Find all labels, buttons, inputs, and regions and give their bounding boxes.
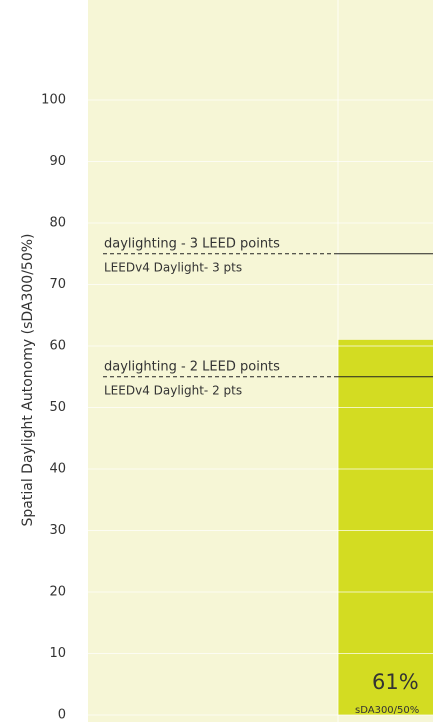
- threshold-label: daylighting - 2 LEED points: [104, 359, 280, 374]
- y-tick-label: 0: [58, 708, 66, 722]
- y-tick-label: 90: [49, 154, 66, 169]
- y-tick-label: 10: [49, 646, 66, 661]
- y-tick-label: 70: [49, 277, 66, 292]
- y-tick-label: 60: [49, 339, 66, 354]
- y-tick-label: 50: [49, 400, 66, 415]
- threshold-label: daylighting - 3 LEED points: [104, 236, 280, 251]
- y-tick-label: 100: [41, 93, 66, 108]
- threshold-sublabel: LEEDv4 Daylight- 2 pts: [104, 383, 242, 397]
- y-tick-label: 40: [49, 462, 66, 477]
- threshold-sublabel: LEEDv4 Daylight- 3 pts: [104, 260, 242, 274]
- y-axis-label: Spatial Daylight Autonomy (sDA300/50%): [20, 234, 36, 527]
- bar-sublabel: sDA300/50%: [355, 705, 419, 716]
- value-label: 61%: [372, 670, 419, 694]
- y-tick-label: 80: [49, 216, 66, 231]
- bar: [338, 339, 433, 715]
- y-tick-label: 30: [49, 523, 66, 538]
- y-tick-label: 20: [49, 585, 66, 600]
